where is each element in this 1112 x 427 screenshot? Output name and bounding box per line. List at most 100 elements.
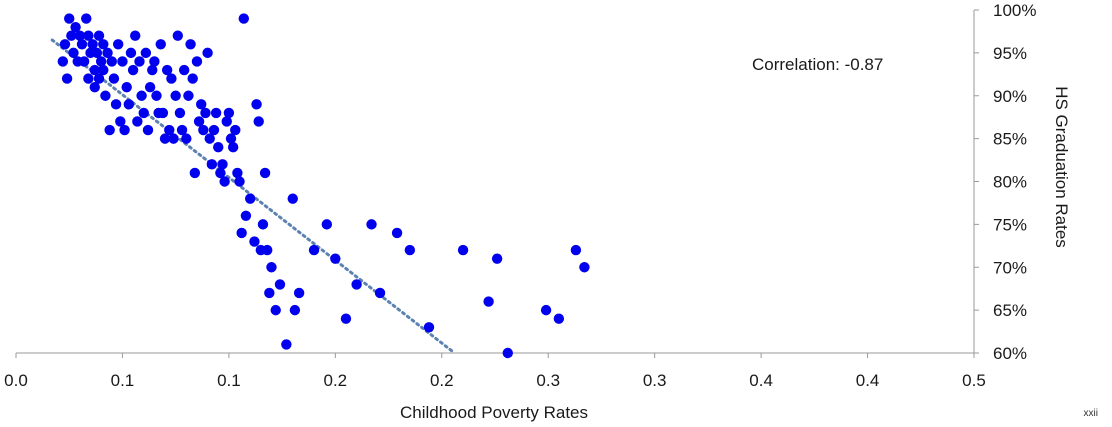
data-point xyxy=(204,133,215,144)
data-point xyxy=(174,107,186,119)
data-point xyxy=(227,142,239,153)
y-tick-label: 85% xyxy=(993,130,1027,149)
data-point xyxy=(151,90,162,101)
data-point xyxy=(83,73,94,84)
data-point xyxy=(202,47,213,59)
data-point xyxy=(191,56,203,67)
data-point xyxy=(123,99,135,110)
y-tick-label: 70% xyxy=(993,258,1027,277)
axes xyxy=(15,9,979,358)
points-layer xyxy=(57,13,590,359)
data-point xyxy=(219,176,230,187)
x-tick-label: 0.3 xyxy=(536,371,560,390)
data-point xyxy=(491,253,503,264)
data-point xyxy=(206,159,218,170)
data-point xyxy=(270,304,281,316)
x-tick-label: 0.5 xyxy=(962,371,986,390)
correlation-annotation: Correlation: -0.87 xyxy=(752,55,883,74)
data-point xyxy=(78,56,90,67)
data-point xyxy=(249,236,260,247)
data-point xyxy=(176,124,188,136)
data-point xyxy=(172,30,183,41)
data-point xyxy=(193,116,205,127)
data-point xyxy=(93,30,105,41)
x-tick-label: 0.4 xyxy=(856,371,880,390)
data-point xyxy=(155,39,166,50)
data-point xyxy=(234,176,245,187)
data-point xyxy=(83,30,94,41)
data-point xyxy=(147,64,158,76)
data-point xyxy=(117,56,128,67)
data-point xyxy=(244,193,256,204)
data-point xyxy=(330,253,341,264)
data-point xyxy=(61,73,73,84)
data-point xyxy=(66,30,77,41)
page-number: xxii xyxy=(1083,408,1098,419)
data-point xyxy=(140,47,152,59)
data-point xyxy=(91,47,103,59)
data-point xyxy=(251,99,262,110)
data-point xyxy=(217,159,228,170)
y-tick-label: 75% xyxy=(993,215,1027,234)
data-point xyxy=(225,133,237,144)
data-point xyxy=(570,244,582,256)
data-point xyxy=(321,219,333,230)
x-tick-label: 0.1 xyxy=(111,371,135,390)
y-tick-label: 60% xyxy=(993,344,1027,363)
data-point xyxy=(166,73,177,84)
data-point xyxy=(181,133,192,144)
tick-labels: 0.0 0.1 0.1 0.2 0.2 0.3 0.3 0.4 0.4 0.5 60% 65% 70% 7… xyxy=(4,1,1036,390)
data-point xyxy=(138,107,149,119)
y-tick-label: 65% xyxy=(993,301,1027,320)
data-point xyxy=(144,81,156,93)
data-point xyxy=(104,124,115,136)
x-axis-label: Childhood Poverty Rates xyxy=(400,403,588,422)
data-point xyxy=(238,13,249,24)
data-point xyxy=(457,244,469,256)
data-point xyxy=(76,39,88,50)
data-point xyxy=(366,219,377,230)
data-point xyxy=(64,13,75,24)
data-point xyxy=(159,133,171,144)
data-point xyxy=(110,99,122,110)
data-point xyxy=(170,90,181,101)
data-point xyxy=(230,124,241,136)
y-tick-label: 80% xyxy=(993,173,1027,192)
x-tick-label: 0.1 xyxy=(217,371,241,390)
data-point xyxy=(262,244,273,256)
data-point xyxy=(157,107,169,119)
data-point xyxy=(259,167,271,179)
data-point xyxy=(130,30,141,41)
data-point xyxy=(161,64,173,76)
data-point xyxy=(81,13,92,24)
data-point xyxy=(89,81,100,93)
data-point xyxy=(108,73,120,84)
data-point xyxy=(164,124,175,136)
data-point xyxy=(293,287,305,299)
data-point xyxy=(281,339,292,350)
data-point xyxy=(183,90,194,101)
y-tick-label: 95% xyxy=(993,44,1027,63)
data-point xyxy=(178,64,190,76)
data-point xyxy=(134,56,145,67)
data-point xyxy=(257,219,269,230)
data-point xyxy=(502,347,513,359)
data-point xyxy=(483,296,494,307)
data-point xyxy=(115,116,126,127)
data-point xyxy=(187,73,198,84)
y-tick-label: 100% xyxy=(993,1,1036,20)
data-point xyxy=(215,167,226,179)
data-point xyxy=(232,167,243,179)
data-point xyxy=(213,142,224,153)
data-point xyxy=(70,21,81,33)
data-point xyxy=(223,107,235,119)
data-point xyxy=(125,47,137,59)
x-tick-label: 0.2 xyxy=(430,371,454,390)
x-tick-label: 0.2 xyxy=(324,371,348,390)
data-point xyxy=(132,116,143,127)
data-point xyxy=(121,81,132,93)
data-point xyxy=(266,262,277,273)
data-point xyxy=(189,167,201,179)
data-point xyxy=(423,322,435,333)
